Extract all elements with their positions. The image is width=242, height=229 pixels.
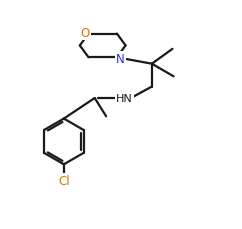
Text: HN: HN [116, 94, 133, 104]
Text: N: N [116, 53, 125, 66]
Text: O: O [81, 27, 90, 40]
Text: Cl: Cl [58, 174, 70, 187]
